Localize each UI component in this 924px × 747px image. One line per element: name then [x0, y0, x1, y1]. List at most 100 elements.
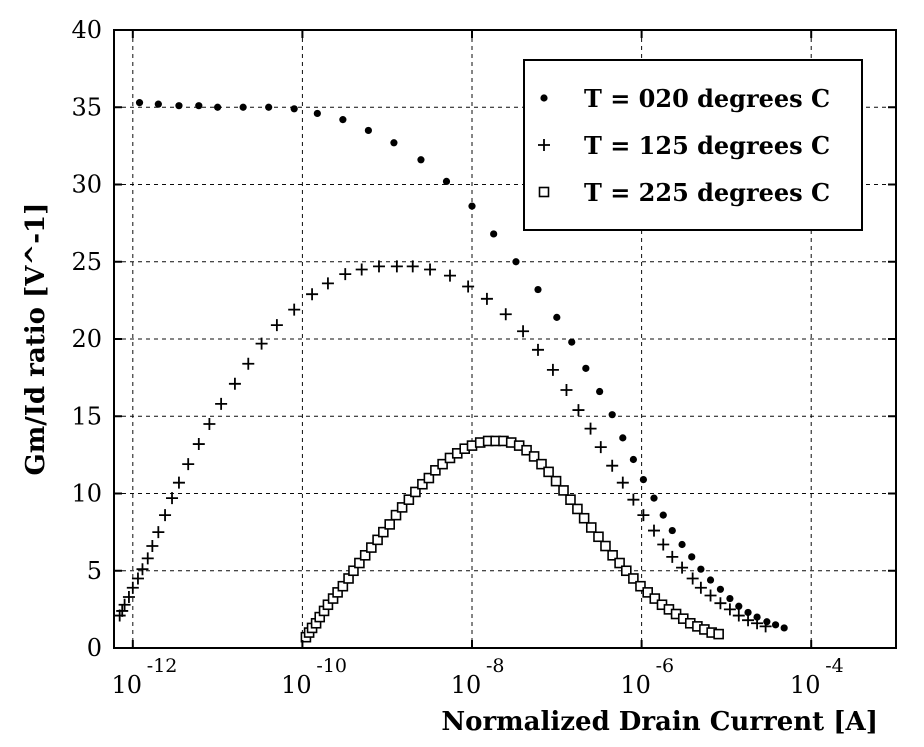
x-tick-label-base: 10	[451, 671, 482, 699]
data-point	[668, 526, 676, 535]
y-tick-label: 30	[71, 171, 102, 199]
data-point	[390, 509, 402, 521]
data-point	[131, 572, 144, 585]
data-point	[417, 156, 425, 164]
data-point	[531, 343, 544, 356]
data-point	[136, 563, 149, 576]
data-point	[593, 531, 604, 543]
data-point	[406, 260, 419, 273]
y-tick-label: 5	[87, 557, 102, 585]
data-point	[195, 102, 203, 110]
data-point	[608, 411, 616, 419]
y-tick-label: 25	[71, 248, 102, 276]
data-point	[355, 263, 368, 276]
data-point	[621, 565, 632, 577]
data-point	[694, 581, 707, 594]
legend-marker	[540, 94, 548, 102]
data-point	[423, 472, 435, 484]
data-point	[659, 511, 667, 519]
data-point	[619, 434, 627, 442]
data-point	[141, 552, 154, 565]
data-point	[550, 475, 562, 487]
data-point	[228, 377, 241, 390]
data-point	[657, 538, 670, 551]
data-point	[735, 602, 743, 610]
data-point	[321, 277, 334, 290]
data-point	[490, 230, 498, 238]
data-point	[716, 585, 725, 593]
data-point	[396, 502, 408, 513]
data-point	[372, 260, 385, 273]
data-point	[649, 593, 661, 604]
legend-box	[523, 59, 863, 231]
data-point	[528, 451, 540, 462]
data-point	[512, 258, 520, 266]
data-point	[499, 308, 512, 321]
data-point	[726, 594, 734, 603]
data-point	[239, 103, 247, 111]
data-point	[600, 540, 611, 552]
legend-marker	[538, 139, 550, 151]
data-point	[607, 549, 618, 561]
data-point	[753, 613, 761, 621]
x-tick-label-base: 10	[281, 671, 312, 699]
data-point	[146, 540, 159, 553]
data-point	[390, 139, 398, 147]
legend-entry: T = 225 degrees C	[538, 178, 830, 207]
data-point	[642, 587, 653, 598]
data-point	[596, 387, 604, 396]
data-point	[546, 363, 559, 376]
data-point	[468, 202, 476, 210]
series-2	[113, 260, 772, 633]
data-point	[543, 466, 554, 478]
data-point	[751, 617, 764, 630]
data-point	[182, 458, 195, 471]
data-point	[572, 404, 585, 417]
legend-marker	[538, 186, 550, 198]
data-point	[759, 620, 772, 633]
data-point	[585, 522, 597, 533]
y-axis-label: Gm/Id ratio [V^-1]	[21, 203, 51, 476]
data-point	[628, 573, 639, 584]
series-layer	[113, 99, 788, 643]
data-point	[732, 609, 745, 622]
data-point	[666, 550, 679, 563]
data-point	[159, 509, 172, 522]
legend-entry: T = 020 degrees C	[540, 84, 830, 113]
data-point	[568, 338, 576, 346]
y-tick-label: 0	[87, 634, 102, 662]
data-point	[565, 494, 576, 505]
data-point	[480, 292, 493, 305]
data-point	[430, 465, 441, 476]
data-point	[214, 103, 222, 111]
data-point	[265, 103, 273, 111]
data-point	[424, 263, 437, 276]
data-point	[534, 285, 542, 294]
x-tick-label: 10-4	[790, 655, 844, 699]
data-point	[606, 459, 619, 472]
data-point	[742, 614, 755, 627]
data-point	[594, 441, 607, 454]
data-point	[410, 486, 421, 498]
data-point	[629, 455, 637, 464]
data-point	[521, 444, 532, 456]
data-point	[348, 565, 359, 577]
data-point	[126, 581, 139, 594]
data-point	[714, 597, 727, 610]
data-point	[614, 557, 625, 569]
data-point	[313, 109, 321, 118]
x-tick-label-exponent: -8	[486, 655, 505, 677]
grid-layer	[114, 30, 896, 648]
data-point	[536, 458, 547, 470]
legend-label: T = 125 degrees C	[584, 131, 830, 160]
data-point	[584, 422, 597, 435]
data-point	[192, 438, 205, 451]
data-point	[118, 598, 131, 611]
data-point	[122, 591, 135, 604]
y-tick-label: 10	[71, 480, 102, 508]
data-point	[290, 105, 298, 113]
legend-label: T = 020 degrees C	[584, 84, 830, 113]
x-tick-label: 10-12	[112, 655, 178, 699]
x-tick-label: 10-6	[620, 655, 674, 699]
